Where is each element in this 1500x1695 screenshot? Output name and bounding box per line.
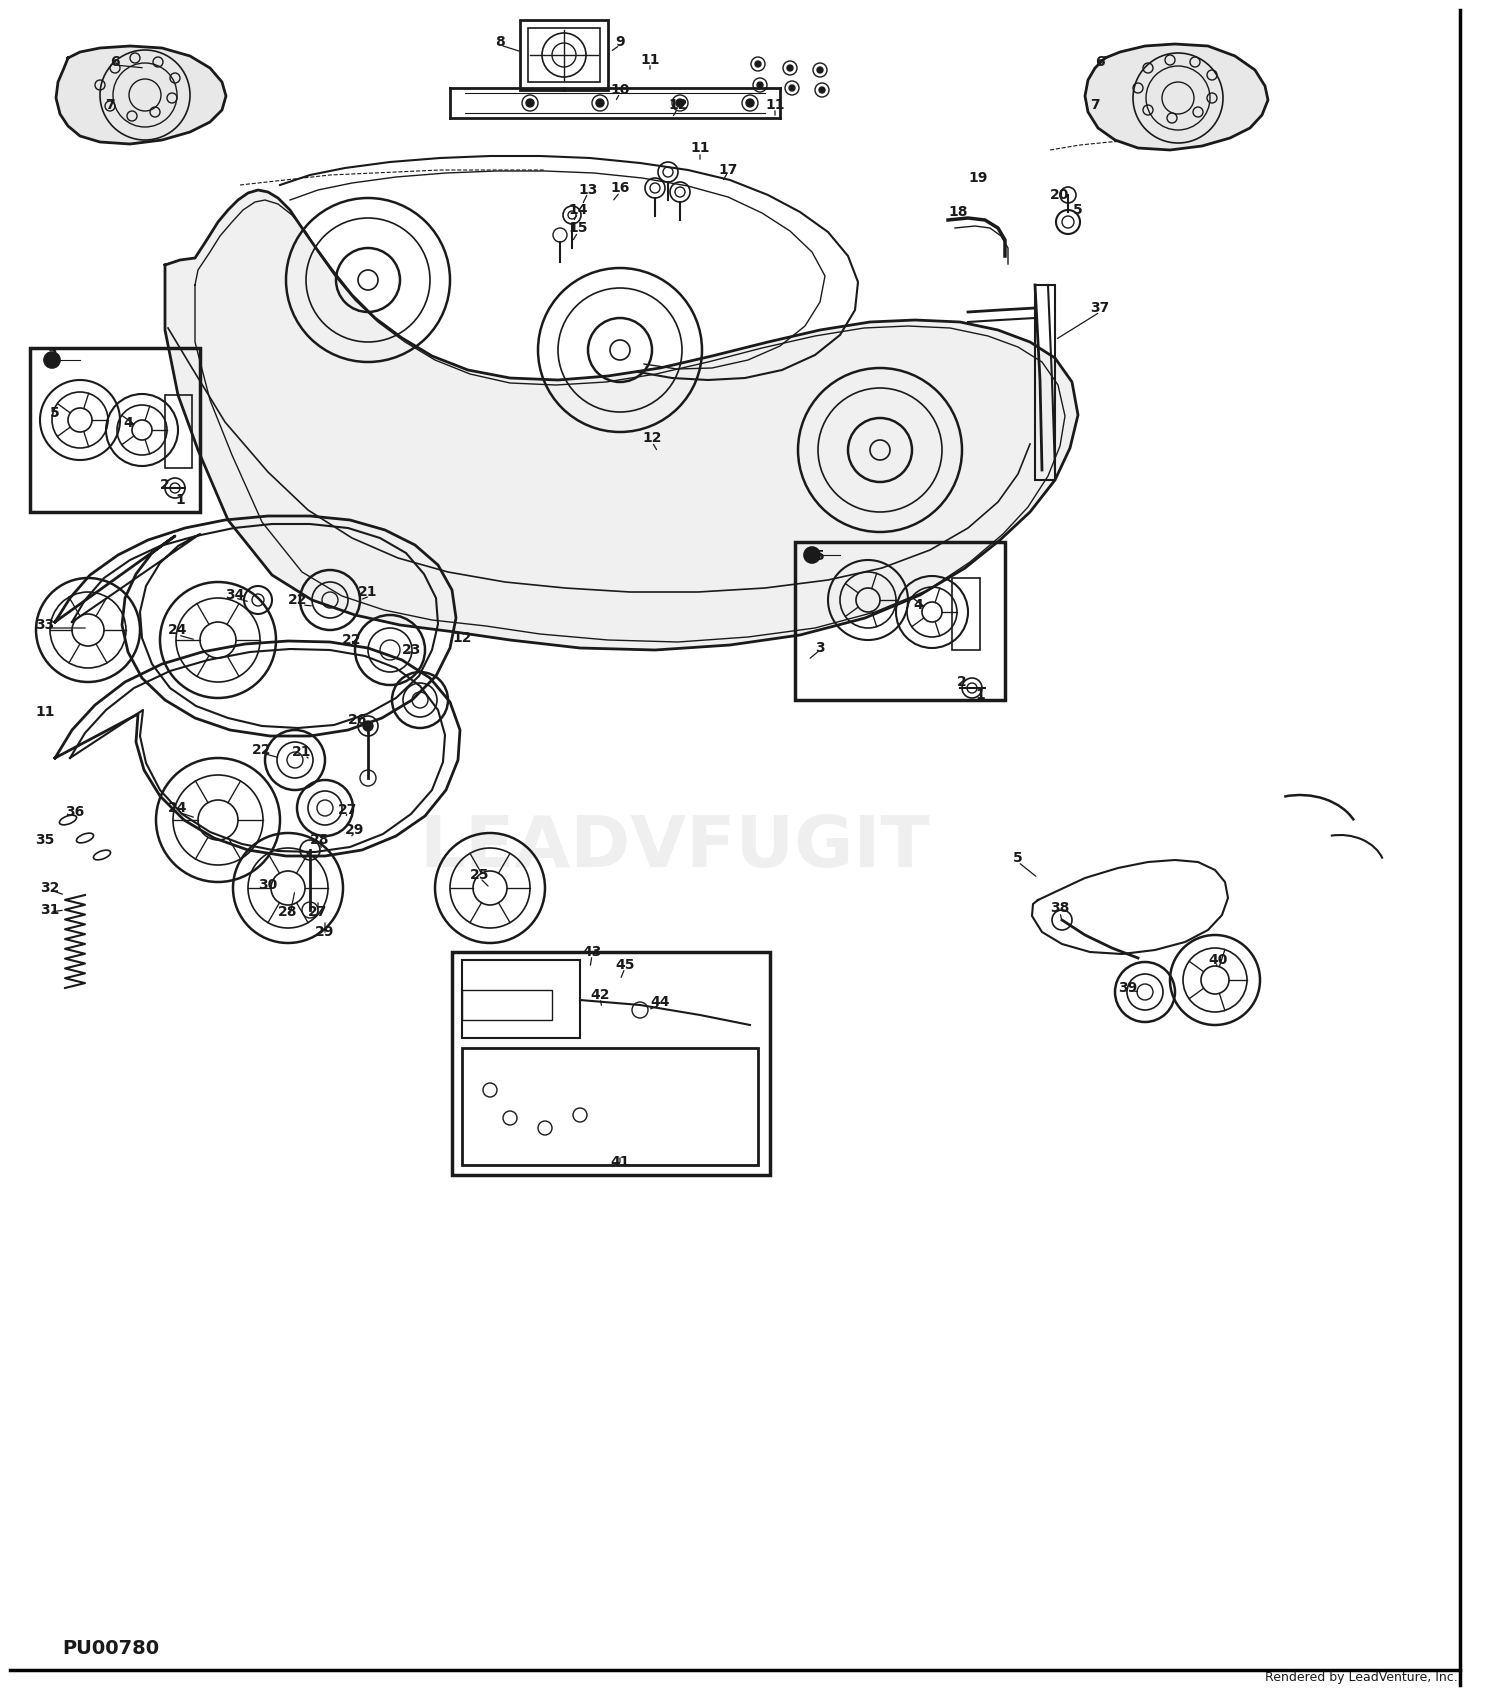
Text: 13: 13 <box>579 183 597 197</box>
Bar <box>520 20 608 90</box>
Text: 12: 12 <box>669 98 687 112</box>
Bar <box>165 395 192 468</box>
Text: 24: 24 <box>168 802 188 815</box>
Text: 3: 3 <box>46 347 57 363</box>
Polygon shape <box>165 190 1078 649</box>
Circle shape <box>789 85 795 92</box>
Text: 5: 5 <box>1072 203 1083 217</box>
Circle shape <box>758 81 764 88</box>
Text: 5: 5 <box>50 407 60 420</box>
Text: 11: 11 <box>690 141 709 154</box>
Circle shape <box>746 98 754 107</box>
Text: 10: 10 <box>610 83 630 97</box>
Text: 11: 11 <box>765 98 784 112</box>
Text: 32: 32 <box>40 881 60 895</box>
Text: 12: 12 <box>642 431 662 446</box>
Text: 5: 5 <box>1013 851 1023 864</box>
Text: 20: 20 <box>1050 188 1070 202</box>
Bar <box>528 29 600 81</box>
Text: Rendered by LeadVenture, Inc.: Rendered by LeadVenture, Inc. <box>1264 1671 1458 1685</box>
Text: 5: 5 <box>815 549 825 563</box>
Text: 30: 30 <box>258 878 278 892</box>
Text: 3: 3 <box>815 641 825 654</box>
Text: 28: 28 <box>310 832 330 848</box>
Text: 4: 4 <box>914 598 922 612</box>
Text: 6: 6 <box>110 54 120 69</box>
Text: 34: 34 <box>225 588 245 602</box>
Text: 12: 12 <box>453 631 471 646</box>
Bar <box>30 347 200 512</box>
Text: 29: 29 <box>345 824 364 837</box>
Circle shape <box>804 547 820 563</box>
Text: 21: 21 <box>358 585 378 598</box>
Text: 36: 36 <box>66 805 84 819</box>
Text: 22: 22 <box>252 742 272 758</box>
Text: 22: 22 <box>342 632 362 647</box>
Bar <box>462 1048 758 1164</box>
Text: 40: 40 <box>1209 953 1227 968</box>
Circle shape <box>754 61 760 68</box>
Circle shape <box>818 68 824 73</box>
Circle shape <box>44 353 60 368</box>
Text: 23: 23 <box>402 642 422 658</box>
Circle shape <box>596 98 604 107</box>
Text: 41: 41 <box>610 1154 630 1170</box>
Text: 14: 14 <box>568 203 588 217</box>
Text: 7: 7 <box>1090 98 1100 112</box>
Text: 31: 31 <box>40 903 60 917</box>
Text: 42: 42 <box>590 988 609 1002</box>
Text: 17: 17 <box>718 163 738 176</box>
Text: 44: 44 <box>651 995 669 1009</box>
Text: 7: 7 <box>105 98 116 112</box>
Text: 19: 19 <box>969 171 987 185</box>
Circle shape <box>526 98 534 107</box>
Text: 25: 25 <box>471 868 489 881</box>
Text: LEADVFUGIT: LEADVFUGIT <box>420 814 930 881</box>
Text: 18: 18 <box>948 205 968 219</box>
Circle shape <box>819 86 825 93</box>
Text: 16: 16 <box>610 181 630 195</box>
Polygon shape <box>56 46 226 144</box>
Bar <box>462 959 580 1037</box>
Text: 6: 6 <box>1095 54 1106 69</box>
Text: 9: 9 <box>615 36 626 49</box>
Text: 1: 1 <box>975 688 986 702</box>
Text: 24: 24 <box>168 624 188 637</box>
Bar <box>1035 285 1054 480</box>
Polygon shape <box>1084 44 1268 149</box>
Text: 2: 2 <box>957 675 968 688</box>
Text: 11: 11 <box>640 53 660 68</box>
Text: 27: 27 <box>309 905 327 919</box>
Text: 11: 11 <box>34 705 54 719</box>
Text: 26: 26 <box>348 714 368 727</box>
Bar <box>795 542 1005 700</box>
Text: 2: 2 <box>160 478 170 492</box>
Text: 39: 39 <box>1119 981 1137 995</box>
Text: 37: 37 <box>1090 302 1110 315</box>
Text: 4: 4 <box>123 415 134 431</box>
Text: PU00780: PU00780 <box>62 1639 159 1658</box>
Text: 8: 8 <box>495 36 506 49</box>
Circle shape <box>363 720 374 731</box>
Text: 33: 33 <box>36 619 54 632</box>
Text: 27: 27 <box>339 803 357 817</box>
Text: 15: 15 <box>568 220 588 236</box>
Text: 22: 22 <box>288 593 308 607</box>
Text: 29: 29 <box>315 925 334 939</box>
Bar <box>952 578 980 649</box>
Text: 45: 45 <box>615 958 634 971</box>
Bar <box>452 953 770 1175</box>
Text: 1: 1 <box>176 493 184 507</box>
Text: 28: 28 <box>279 905 297 919</box>
Bar <box>462 990 552 1020</box>
Circle shape <box>788 64 794 71</box>
Circle shape <box>676 98 684 107</box>
Text: 21: 21 <box>292 746 312 759</box>
Text: 35: 35 <box>36 832 54 848</box>
Text: 43: 43 <box>582 946 602 959</box>
Text: 38: 38 <box>1050 902 1070 915</box>
